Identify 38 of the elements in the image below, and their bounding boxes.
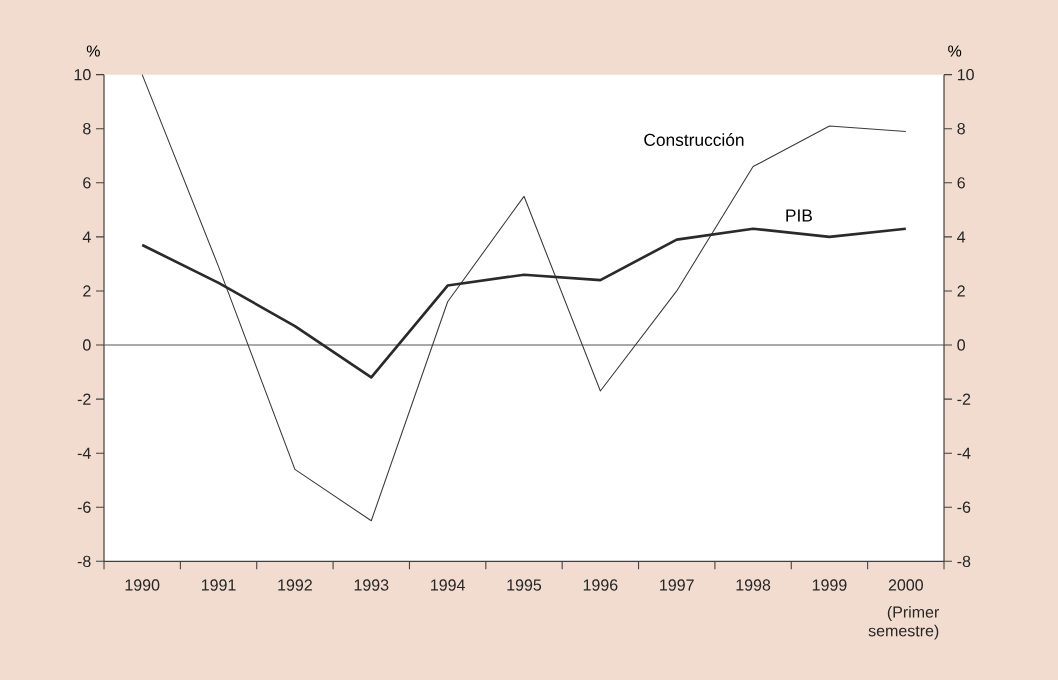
x-tick-label: 1997 <box>660 579 694 591</box>
text: (Primer semestre) <box>868 606 940 640</box>
x-tick-label: 1990 <box>125 579 160 591</box>
y-tick-label: 6 <box>83 177 91 189</box>
y-tick-label: -8 <box>77 555 91 567</box>
x-tick-label: 1992 <box>278 579 312 591</box>
series-label: Construcción <box>644 133 744 147</box>
y-axis-title: % <box>86 45 100 57</box>
y2-tick-label: 10 <box>957 68 974 81</box>
y-tick-label: 2 <box>83 285 91 297</box>
x-tick-label: 1996 <box>583 579 618 591</box>
y2-tick-label: 0 <box>957 339 966 351</box>
x-tick-label: 2000 <box>888 579 923 591</box>
y-tick-label: 8 <box>83 123 91 135</box>
y-tick-label: 10 <box>74 69 91 81</box>
y-tick-label: -4 <box>77 447 91 459</box>
y2-tick-label: -8 <box>957 555 971 567</box>
y-tick-label: 0 <box>83 339 91 351</box>
y2-tick-label: 6 <box>957 177 965 189</box>
y-tick-label: -2 <box>77 393 91 405</box>
y2-tick-label: 2 <box>957 285 965 297</box>
y2-tick-label: -4 <box>957 447 971 459</box>
y-tick-label: 4 <box>82 231 91 243</box>
y-tick-label: -6 <box>77 501 91 513</box>
y2-tick-label: -2 <box>957 393 971 405</box>
line-series <box>140 227 908 379</box>
line-series <box>141 74 907 522</box>
y2-tick-label: 8 <box>957 123 965 135</box>
series-label: PIB <box>786 209 812 222</box>
x-tick-label: 1993 <box>354 579 389 591</box>
x-tick-label: 1998 <box>736 579 771 591</box>
x-tick-label: 1991 <box>201 579 236 591</box>
y2-tick-label: 4 <box>957 231 966 243</box>
y2-axis-title: % <box>948 45 962 57</box>
x-tick-label: 1995 <box>507 579 542 591</box>
x-tick-label: 1994 <box>431 579 465 591</box>
y2-tick-label: -6 <box>957 501 971 513</box>
x-tick-label: 1999 <box>812 579 847 591</box>
